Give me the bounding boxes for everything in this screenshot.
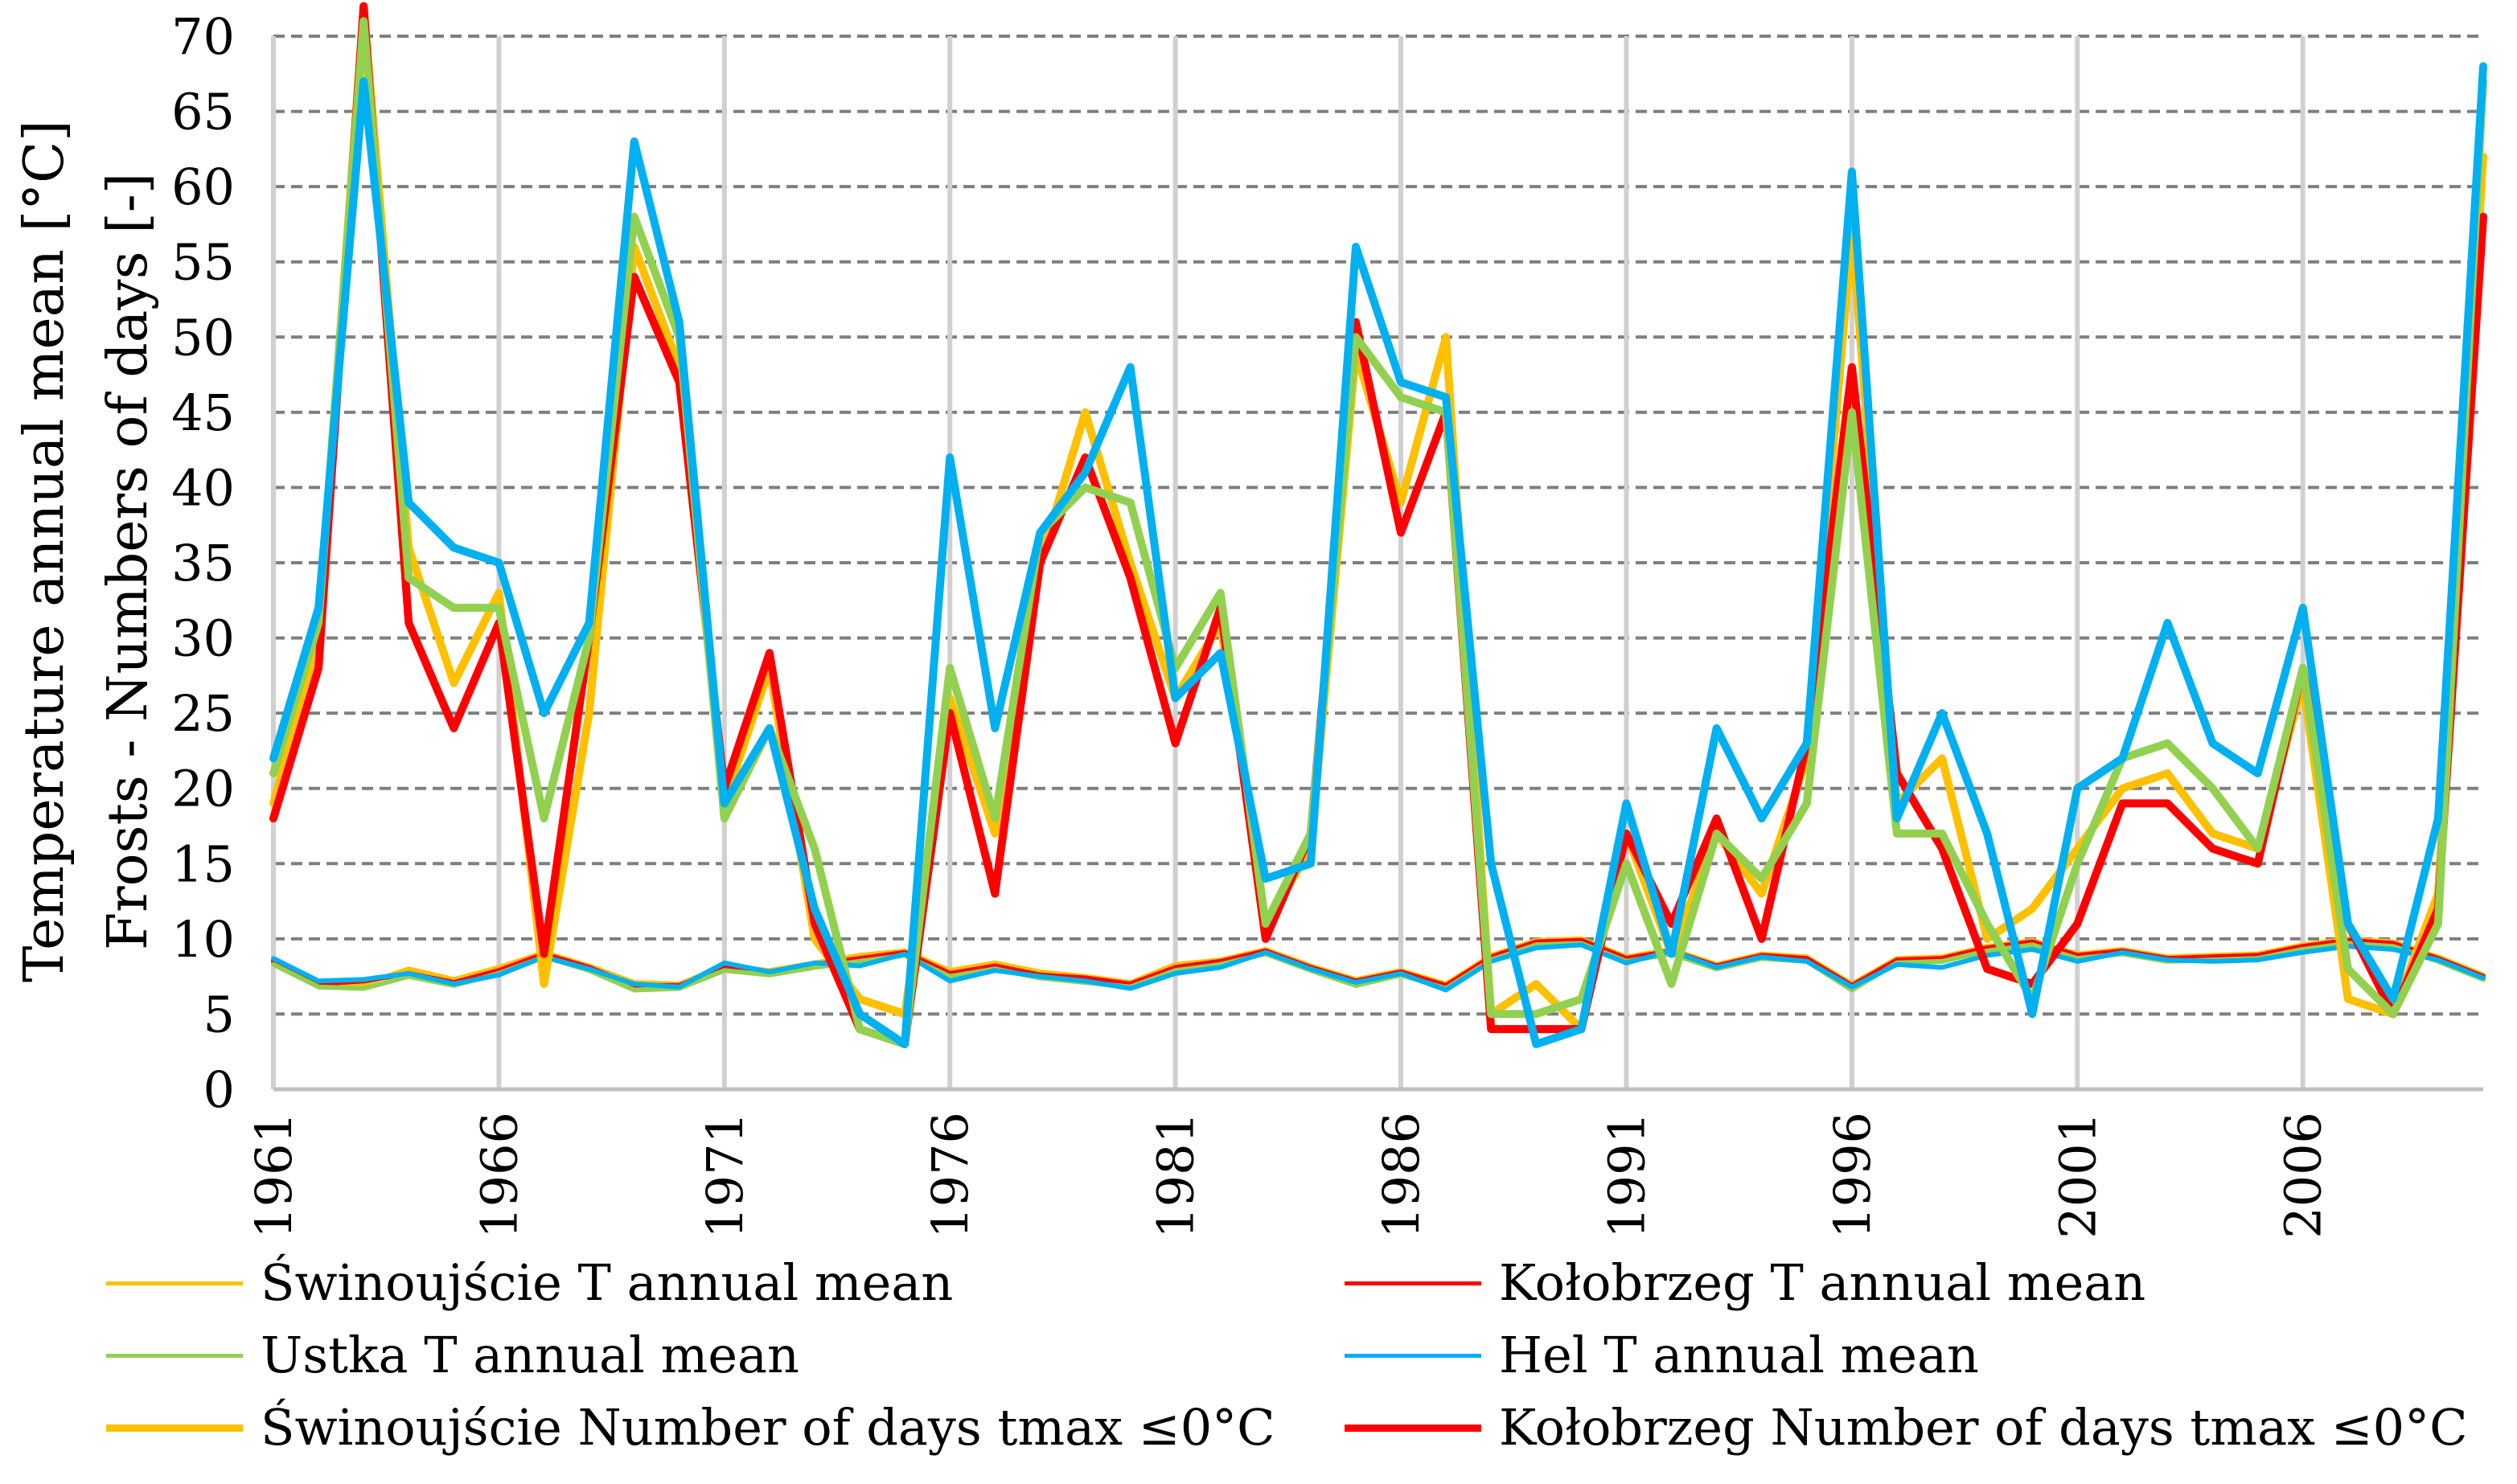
- y-tick-label: 50: [171, 308, 235, 367]
- y-tick-label: 45: [171, 383, 235, 442]
- y-axis-label-line2: Frosts - Numbers of days [-]: [96, 172, 160, 950]
- y-tick-label: 25: [171, 684, 235, 743]
- y-tick-label: 10: [171, 910, 235, 969]
- y-tick-label: 55: [171, 233, 235, 292]
- series-line: [269, 17, 2487, 1048]
- x-tick-label: 1981: [1147, 1112, 1205, 1239]
- y-axis-label-line1: Temperature annual mean [°C]: [13, 120, 76, 982]
- x-tick-label: 1966: [470, 1112, 528, 1239]
- x-tick-label: 1971: [696, 1112, 754, 1239]
- y-tick-label: 70: [171, 7, 235, 66]
- series-line: [271, 941, 2486, 993]
- y-tick-label: 20: [171, 760, 235, 818]
- y-tick-label: 35: [171, 534, 235, 592]
- x-tick-label: 1961: [244, 1112, 303, 1239]
- x-tick-label: 1976: [921, 1112, 979, 1239]
- y-tick-label: 0: [203, 1060, 235, 1119]
- y-tick-label: 40: [171, 458, 235, 517]
- y-tick-label: 30: [171, 609, 235, 668]
- x-tick-label: 2001: [2048, 1112, 2107, 1239]
- x-tick-label: 1996: [1823, 1112, 1882, 1239]
- series-line: [271, 942, 2486, 993]
- y-tick-label: 60: [171, 158, 235, 216]
- series-line: [269, 62, 2487, 1048]
- x-tick-label: 1986: [1372, 1112, 1431, 1239]
- y-tick-label: 65: [171, 83, 235, 141]
- x-tick-label: 1991: [1597, 1112, 1656, 1239]
- x-tick-label: 2006: [2274, 1112, 2333, 1239]
- y-tick-label: 15: [171, 834, 235, 893]
- y-tick-label: 5: [203, 985, 235, 1043]
- series-line: [269, 2, 2487, 1048]
